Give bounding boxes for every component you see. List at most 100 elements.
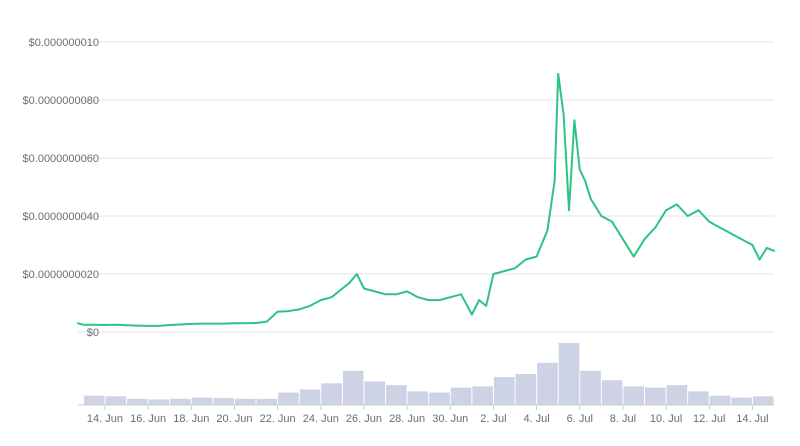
volume-bar — [256, 398, 278, 405]
price-point — [298, 308, 301, 311]
price-point — [665, 209, 667, 212]
price-point — [751, 244, 754, 246]
price-point — [765, 247, 768, 249]
price-point — [309, 305, 311, 307]
price-point — [622, 238, 624, 241]
x-tick-label: 10. Jul — [650, 413, 682, 425]
price-point — [373, 290, 376, 293]
volume-bar — [321, 383, 342, 405]
price-point — [578, 168, 581, 171]
y-tick-label: $0.0000000040 — [23, 211, 99, 223]
volume-bar — [558, 343, 580, 405]
price-point — [406, 290, 409, 293]
price-point — [562, 113, 565, 116]
price-point — [573, 119, 576, 122]
volume-bar — [688, 391, 709, 405]
volume-bar — [127, 398, 148, 405]
x-tick-label: 4. Jul — [523, 413, 549, 425]
volume-bars — [83, 343, 774, 405]
price-point — [211, 322, 214, 325]
price-point — [654, 226, 657, 229]
price-point — [179, 323, 182, 326]
price-point — [729, 232, 732, 235]
price-point — [168, 324, 171, 326]
price-point — [255, 322, 257, 324]
y-tick-label: $0.000000010 — [29, 37, 99, 49]
price-point — [643, 238, 646, 241]
price-point — [348, 281, 351, 284]
price-point — [595, 206, 597, 209]
price-point — [632, 255, 635, 258]
x-tick-label: 18. Jun — [173, 413, 209, 425]
volume-bar — [170, 398, 191, 405]
volume-bar — [515, 374, 537, 405]
price-point — [708, 220, 711, 223]
y-tick-label: $0.0000000080 — [23, 95, 99, 107]
price-point — [686, 215, 689, 217]
volume-bar — [83, 395, 105, 405]
price-point — [449, 296, 452, 299]
price-point — [222, 322, 225, 325]
price-point — [557, 73, 560, 75]
x-tick-label: 28. Jun — [389, 413, 425, 425]
x-tick-label: 20. Jun — [216, 413, 252, 425]
price-point — [719, 226, 721, 229]
price-point — [330, 296, 333, 299]
price-point — [758, 258, 761, 261]
price-point — [503, 270, 506, 272]
volume-bar — [429, 392, 450, 405]
price-point — [395, 293, 398, 296]
price-point — [485, 305, 488, 307]
price-point — [438, 299, 441, 301]
price-point — [201, 322, 203, 325]
y-tick-label: $0.0000000060 — [23, 153, 99, 165]
price-point — [265, 320, 268, 323]
price-point — [190, 322, 193, 325]
price-point — [524, 258, 527, 261]
volume-bar — [386, 385, 407, 405]
volume-bar — [407, 391, 429, 405]
price-point — [492, 273, 495, 275]
price-point — [82, 323, 85, 326]
x-tick-label: 24. Jun — [303, 413, 339, 425]
x-tick-label: 22. Jun — [260, 413, 296, 425]
price-line — [77, 72, 775, 327]
volume-bar — [472, 386, 493, 405]
x-tick-label: 14. Jun — [87, 413, 123, 425]
price-point — [568, 209, 570, 212]
price-point — [773, 249, 775, 252]
price-point — [611, 220, 614, 223]
volume-bar — [148, 399, 170, 405]
price-point — [244, 322, 247, 325]
price-point — [600, 215, 603, 217]
volume-bar — [645, 387, 666, 405]
volume-bar — [234, 398, 256, 405]
volume-bar — [191, 397, 213, 405]
volume-bar — [450, 387, 472, 405]
price-point — [675, 203, 678, 206]
price-point — [740, 238, 743, 241]
volume-bar — [299, 389, 321, 405]
volume-bar — [278, 392, 299, 405]
price-point — [470, 313, 473, 316]
price-point — [478, 299, 480, 301]
price-point — [553, 180, 556, 183]
y-tick-label: $0.0000000020 — [23, 269, 99, 281]
volume-bar — [666, 385, 688, 405]
volume-bar — [709, 395, 731, 405]
grid-lines — [78, 41, 774, 333]
x-tick-label: 2. Jul — [480, 413, 506, 425]
price-point — [158, 325, 160, 327]
x-axis: 14. Jun 16. Jun 18. Jun 20. Jun 22. Jun 24. J… — [78, 404, 774, 425]
price-point — [104, 324, 106, 326]
price-point — [363, 287, 365, 290]
volume-bar — [537, 362, 558, 405]
x-tick-label: 8. Jul — [610, 413, 636, 425]
price-point — [384, 293, 387, 296]
y-axis: $0 $0.0000000020 $0.0000000040 $0.000000006… — [23, 37, 99, 339]
y-tick-label: $0 — [87, 327, 99, 339]
volume-bar — [493, 377, 515, 405]
volume-bar — [601, 380, 623, 405]
price-point — [114, 323, 117, 326]
